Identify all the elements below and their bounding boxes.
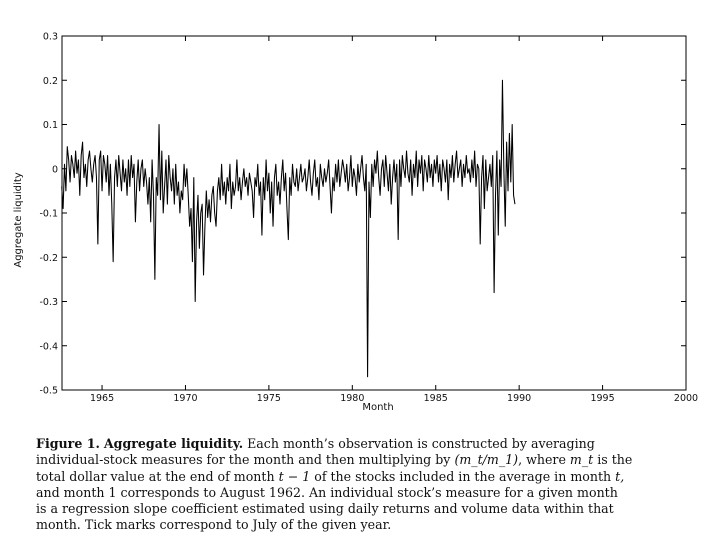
x-axis-label: Month [362, 402, 393, 413]
caption-heading: Aggregate liquidity. [103, 436, 244, 451]
liquidity-chart: 1965 1970 1975 1980 1985 1990 1995 2000 0.30.20… [13, 32, 698, 414]
caption-math-mt: m_t [569, 452, 594, 468]
x-tick-label: 1995 [590, 393, 614, 404]
caption-text-6: month. Tick marks correspond to July of … [36, 517, 392, 533]
caption-text-3b: of the stocks included in the average in… [314, 468, 612, 484]
y-tick-label: 0.1 [43, 120, 58, 131]
y-tick-label: -0.5 [39, 386, 58, 397]
caption-math-t: t, [615, 468, 625, 484]
caption-line: is a regression slope coefficient estima… [36, 501, 696, 517]
caption-math-t-minus-1: t − 1 [278, 468, 311, 484]
caption-text-4: and month 1 corresponds to August 1962. … [36, 484, 618, 500]
y-tick-label: -0.4 [39, 341, 58, 352]
y-axis-label: Aggregate liquidity [13, 172, 24, 267]
y-tick-label: -0.2 [39, 253, 58, 264]
caption-line: month. Tick marks correspond to July of … [36, 517, 696, 533]
series-group [61, 79, 516, 378]
caption-math-ratio: (m_t/m_1) [454, 452, 519, 468]
x-tick-label: 2000 [674, 393, 698, 404]
y-tick-label: -0.3 [39, 297, 58, 308]
liquidity-series-line [61, 79, 516, 378]
caption-line: Figure 1. Aggregate liquidity. Each mont… [36, 436, 696, 452]
y-tick-label: 0.3 [43, 32, 58, 43]
y-tick-label: 0.2 [43, 76, 58, 87]
y-axis-ticks: 0.3 0.2 0.1 0 -0.1 -0.2 -0.3 -0.4 -0.5 [39, 32, 686, 397]
caption-text-1: Each month’s observation is constructed … [247, 436, 595, 451]
x-tick-label: 1985 [424, 393, 448, 404]
x-tick-label: 1975 [257, 393, 281, 404]
caption-text-3: total dollar value at the end of month [36, 468, 275, 484]
caption-text-2c: is the [597, 452, 633, 468]
x-tick-label: 1980 [340, 393, 364, 404]
x-tick-label: 1990 [507, 393, 531, 404]
caption-line: and month 1 corresponds to August 1962. … [36, 485, 696, 501]
x-tick-label: 1965 [90, 393, 114, 404]
x-tick-label: 1970 [173, 393, 197, 404]
caption-text-5: is a regression slope coefficient estima… [36, 501, 614, 517]
caption-figure-label: Figure 1. [36, 436, 100, 451]
caption-text-2: individual-stock measures for the month … [36, 452, 451, 468]
y-tick-label: 0 [52, 164, 58, 175]
caption-line: total dollar value at the end of month t… [36, 469, 696, 485]
y-tick-label: -0.1 [39, 209, 58, 220]
caption-line: individual-stock measures for the month … [36, 452, 696, 468]
x-axis-ticks: 1965 1970 1975 1980 1985 1990 1995 2000 [90, 36, 698, 404]
figure-caption: Figure 1. Aggregate liquidity. Each mont… [36, 436, 696, 534]
caption-text-2b: , where [518, 452, 566, 468]
